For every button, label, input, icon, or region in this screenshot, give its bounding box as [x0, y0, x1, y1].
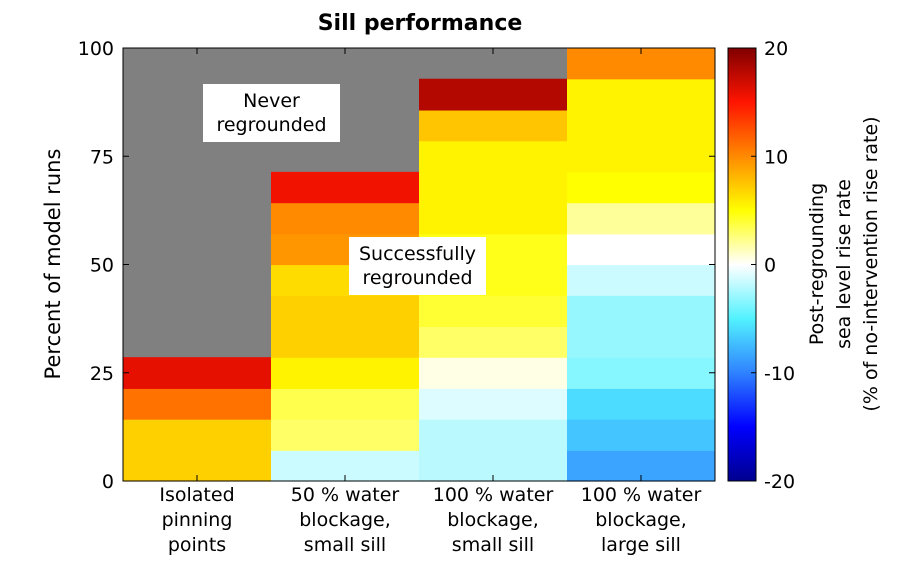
y-axis: 0 25 50 75 100: [78, 38, 715, 493]
heatmap-cell-col2-seg6: [271, 295, 419, 328]
heatmap-cell-col4-seg3: [567, 388, 715, 420]
heatmap-cell-col4-seg10: [567, 78, 715, 173]
heatmap-cell-col2-seg10: [271, 171, 419, 204]
x-category-label: 100 % water blockage, large sill: [581, 484, 702, 556]
heatmap-cell-col2-seg9: [271, 202, 419, 235]
heatmap-cell-col1-seg3: [123, 357, 271, 389]
colorbar-tick-label: 10: [764, 146, 788, 168]
y-tick-label: 75: [90, 146, 114, 168]
heatmap-cell-col4-seg5: [567, 295, 715, 358]
x-axis: Isolated pinning points 50 % water blockage,…: [159, 48, 701, 556]
colorbar-label-line: sea level rise rate: [833, 179, 855, 349]
heatmap-cell-col4-seg2: [567, 419, 715, 451]
heatmap-cell-col4-seg7: [567, 233, 715, 266]
colorbar-tick-label: -10: [764, 363, 795, 385]
colorbar-tick-label: 0: [764, 255, 776, 277]
colorbar-tick-label: -20: [764, 471, 795, 493]
colorbar-label-line: Post-regrounding: [806, 183, 828, 345]
y-tick-label: 50: [90, 255, 114, 277]
y-tick-label: 25: [90, 363, 114, 385]
annotations: Never regrounded Successfully regrounded: [203, 84, 486, 295]
heatmap-cell-col4-seg6: [567, 264, 715, 296]
heatmap-cell-col3-seg2: [419, 388, 567, 420]
heatmap-cell-col2-seg2: [271, 419, 419, 451]
heatmap-cell-col3-seg1: [419, 419, 567, 482]
never-regrounded-label: Never regrounded: [203, 84, 340, 142]
heatmap-cell-col3-seg4: [419, 326, 567, 358]
heatmap-cell-col1-seg1: [123, 419, 271, 482]
chart-title: Sill performance: [318, 11, 523, 36]
heatmap-cell-col2-seg4: [271, 357, 419, 389]
heatmap-cell-col4-seg8: [567, 202, 715, 235]
heatmap-cell-col3-seg10: [419, 78, 567, 111]
heatmap-cell-col3-seg9: [419, 109, 567, 142]
colorbar: -20 -10 0 10 20 Post-regrounding sea level ris…: [727, 38, 882, 493]
heatmap-cell-col3-seg5: [419, 295, 567, 328]
heatmap-cell-col4-seg4: [567, 357, 715, 389]
heatmap-cell-col3-seg8: [419, 140, 567, 235]
y-axis-label: Percent of model runs: [41, 149, 65, 380]
heatmap-cell-col4-seg9: [567, 171, 715, 204]
heatmap-cell-col1-seg2: [123, 388, 271, 420]
x-category-label: 50 % water blockage, small sill: [291, 484, 400, 556]
heatmap-cell-col2-seg5: [271, 326, 419, 358]
y-tick-label: 0: [102, 471, 114, 493]
heatmap-cell-col2-seg3: [271, 388, 419, 420]
heatmap-cell-col3-seg3: [419, 357, 567, 389]
x-category-label: 100 % water blockage, small sill: [433, 484, 554, 556]
y-tick-label: 100: [78, 38, 114, 60]
x-category-label: Isolated pinning points: [159, 484, 234, 556]
colorbar-tick-label: 20: [764, 38, 788, 60]
colorbar-label-line: (% of no-intervention rise rate): [860, 116, 882, 411]
successfully-regrounded-label: Successfully regrounded: [349, 237, 486, 295]
